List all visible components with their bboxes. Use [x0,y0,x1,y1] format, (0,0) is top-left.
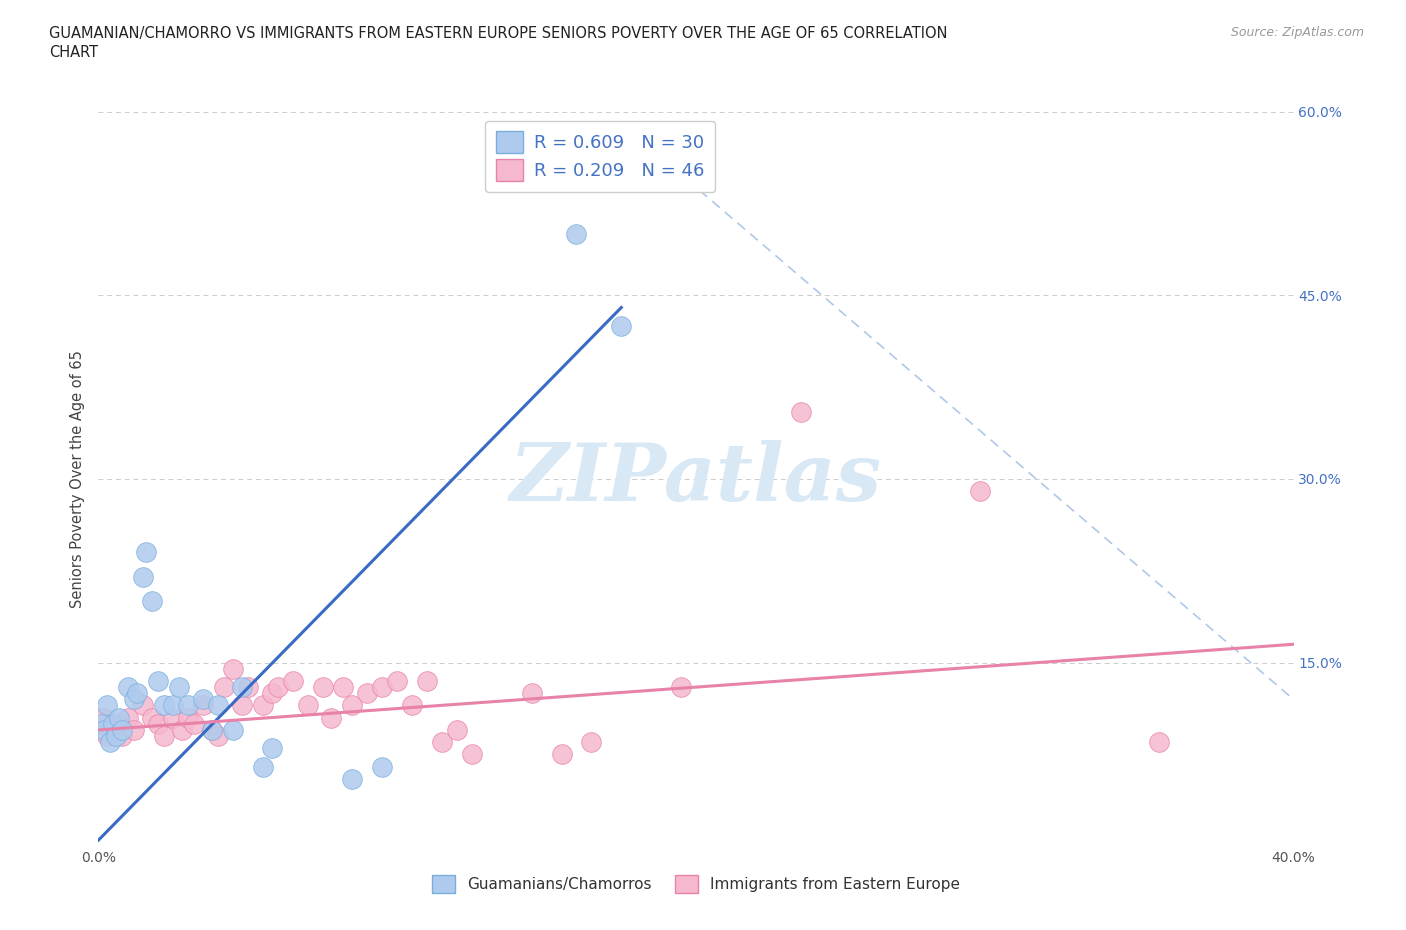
Point [212,680,235,695]
Point [103,723,125,737]
Point [93,711,115,725]
Text: Source: ZipAtlas.com: Source: ZipAtlas.com [1230,26,1364,39]
Point [111,723,134,737]
Point [148,673,170,688]
Point [167,680,190,695]
Point [111,729,134,744]
Point [461,747,484,762]
Point [191,698,214,713]
Point [267,680,290,695]
Legend: Guamanians/Chamorros, Immigrants from Eastern Europe: Guamanians/Chamorros, Immigrants from Ea… [425,867,967,901]
Point [342,698,364,713]
Point [446,723,468,737]
Point [153,729,176,744]
Point [108,711,131,725]
Point [416,673,439,688]
Point [207,698,229,713]
Point [332,680,354,695]
Point [297,698,319,713]
Point [610,318,633,333]
Point [127,685,149,700]
Point [260,741,283,756]
Point [371,680,394,695]
Point [177,698,200,713]
Point [90,716,112,731]
Point [117,711,139,725]
Point [124,723,146,737]
Point [236,680,259,695]
Point [969,484,991,498]
Point [201,723,224,737]
Point [356,685,378,700]
Point [183,716,205,731]
Y-axis label: Seniors Poverty Over the Age of 65: Seniors Poverty Over the Age of 65 [70,350,86,608]
Point [252,698,274,713]
Point [162,711,184,725]
Point [260,685,283,700]
Text: CHART: CHART [49,45,98,60]
Point [1147,735,1170,750]
Point [371,759,394,774]
Point [141,594,163,609]
Point [162,698,184,713]
Point [385,673,409,688]
Point [565,227,588,242]
Point [132,569,155,584]
Point [124,692,146,707]
Point [669,680,692,695]
Point [231,698,253,713]
Point [401,698,423,713]
Point [321,711,343,725]
Point [252,759,274,774]
Point [222,723,245,737]
Point [100,735,122,750]
Point [153,698,176,713]
Point [132,698,155,713]
Point [117,680,139,695]
Point [96,729,118,744]
Point [520,685,543,700]
Point [96,698,118,713]
Point [148,716,170,731]
Point [172,723,194,737]
Point [311,680,333,695]
Point [177,711,200,725]
Point [207,729,229,744]
Point [342,772,364,787]
Point [281,673,304,688]
Point [93,723,115,737]
Point [231,680,253,695]
Point [105,729,128,744]
Point [581,735,603,750]
Point [141,711,163,725]
Point [103,716,125,731]
Point [108,716,131,731]
Point [222,661,245,676]
Point [191,692,214,707]
Point [789,405,811,419]
Point [430,735,453,750]
Point [201,723,224,737]
Point [550,747,572,762]
Text: ZIPatlas: ZIPatlas [510,440,882,518]
Point [135,545,157,560]
Text: GUAMANIAN/CHAMORRO VS IMMIGRANTS FROM EASTERN EUROPE SENIORS POVERTY OVER THE AG: GUAMANIAN/CHAMORRO VS IMMIGRANTS FROM EA… [49,26,948,41]
